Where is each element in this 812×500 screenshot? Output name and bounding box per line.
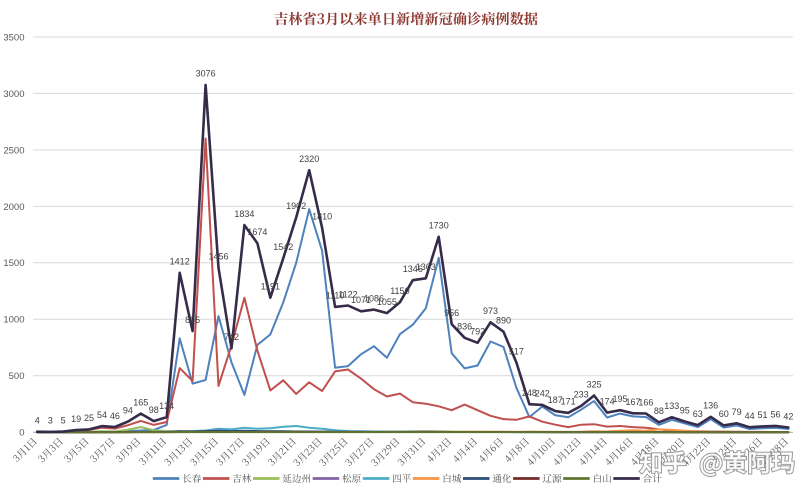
svg-text:1542: 1542	[273, 242, 293, 252]
svg-text:1122: 1122	[338, 289, 357, 299]
svg-text:1456: 1456	[208, 252, 228, 262]
svg-text:2000: 2000	[3, 202, 24, 213]
svg-text:1810: 1810	[312, 212, 332, 222]
svg-text:2320: 2320	[299, 154, 319, 164]
svg-text:3500: 3500	[3, 32, 24, 43]
svg-text:1000: 1000	[3, 315, 24, 326]
svg-text:1191: 1191	[261, 282, 280, 292]
svg-text:3000: 3000	[3, 89, 24, 100]
svg-text:1412: 1412	[170, 257, 190, 267]
svg-text:1346: 1346	[403, 264, 423, 274]
svg-text:63: 63	[693, 409, 703, 419]
svg-text:98: 98	[149, 405, 159, 415]
svg-text:25: 25	[84, 413, 94, 423]
svg-text:895: 895	[185, 315, 200, 325]
svg-text:1363: 1363	[416, 262, 436, 272]
svg-text:60: 60	[719, 409, 729, 419]
svg-text:56: 56	[770, 410, 780, 420]
svg-text:19: 19	[71, 414, 81, 424]
svg-text:248: 248	[522, 388, 537, 398]
svg-text:1500: 1500	[3, 258, 24, 269]
svg-text:4: 4	[35, 416, 40, 426]
svg-text:46: 46	[110, 411, 120, 421]
svg-text:517: 517	[509, 346, 524, 356]
svg-text:2500: 2500	[3, 145, 24, 156]
svg-text:3076: 3076	[196, 69, 216, 79]
svg-text:1110: 1110	[326, 291, 345, 301]
svg-text:1730: 1730	[429, 221, 449, 231]
svg-text:187: 187	[548, 395, 563, 405]
svg-text:166: 166	[638, 397, 653, 407]
svg-text:1674: 1674	[247, 227, 267, 237]
svg-text:136: 136	[703, 401, 718, 411]
svg-text:233: 233	[574, 390, 589, 400]
svg-text:1071: 1071	[351, 295, 371, 305]
svg-text:242: 242	[535, 389, 550, 399]
svg-text:0: 0	[19, 428, 24, 439]
svg-text:88: 88	[654, 406, 664, 416]
svg-text:134: 134	[159, 401, 174, 411]
svg-text:836: 836	[457, 322, 472, 332]
svg-text:5: 5	[61, 415, 66, 425]
svg-text:174: 174	[600, 396, 615, 406]
svg-text:94: 94	[123, 405, 133, 415]
svg-text:1150: 1150	[390, 286, 409, 296]
svg-text:195: 195	[612, 394, 627, 404]
svg-text:133: 133	[664, 401, 679, 411]
svg-text:44: 44	[745, 411, 755, 421]
svg-text:42: 42	[783, 411, 793, 421]
svg-text:956: 956	[444, 308, 459, 318]
svg-text:792: 792	[470, 327, 485, 337]
svg-text:165: 165	[133, 397, 148, 407]
svg-text:1834: 1834	[234, 209, 254, 219]
svg-text:973: 973	[483, 306, 498, 316]
svg-text:890: 890	[496, 316, 511, 326]
svg-text:1086: 1086	[364, 293, 384, 303]
svg-text:1055: 1055	[377, 297, 397, 307]
svg-text:51: 51	[757, 410, 767, 420]
svg-text:95: 95	[680, 405, 690, 415]
svg-text:79: 79	[732, 407, 742, 417]
svg-text:500: 500	[9, 371, 25, 382]
svg-text:325: 325	[587, 379, 602, 389]
svg-text:3: 3	[48, 416, 53, 426]
svg-text:742: 742	[224, 332, 239, 342]
svg-text:167: 167	[625, 397, 640, 407]
svg-text:171: 171	[561, 397, 576, 407]
svg-text:1902: 1902	[286, 201, 306, 211]
svg-text:54: 54	[97, 410, 107, 420]
